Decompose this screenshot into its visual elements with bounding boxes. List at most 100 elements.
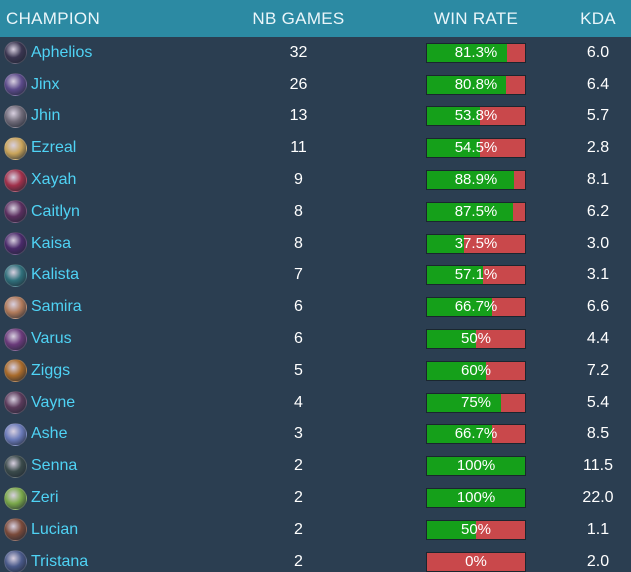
games-count: 3 bbox=[294, 425, 303, 443]
winrate-bar-fill bbox=[427, 393, 501, 412]
winrate-cell: 81.3% bbox=[387, 42, 565, 63]
winrate-label: 75% bbox=[460, 393, 492, 411]
champion-name[interactable]: Xayah bbox=[31, 171, 77, 189]
column-header-winrate[interactable]: WIN RATE bbox=[433, 8, 519, 28]
champion-cell: Aphelios bbox=[0, 41, 210, 65]
champion-name[interactable]: Aphelios bbox=[31, 43, 93, 61]
table-row[interactable]: Aphelios 32 81.3% 6.0 bbox=[0, 37, 631, 69]
champion-cell: Zeri bbox=[0, 486, 210, 510]
winrate-bar: 54.5% bbox=[426, 138, 526, 159]
winrate-label: 50% bbox=[460, 330, 492, 348]
champion-name[interactable]: Zeri bbox=[31, 489, 59, 507]
champion-name[interactable]: Tristana bbox=[31, 552, 89, 570]
table-row[interactable]: Caitlyn 8 87.5% 6.2 bbox=[0, 196, 631, 228]
winrate-cell: 50% bbox=[387, 329, 565, 350]
winrate-bar-fill bbox=[427, 520, 476, 539]
table-row[interactable]: Zeri 2 100% 22.0 bbox=[0, 482, 631, 514]
games-count: 2 bbox=[294, 489, 303, 507]
winrate-bar: 37.5% bbox=[426, 233, 526, 254]
table-row[interactable]: Vayne 4 75% 5.4 bbox=[0, 387, 631, 419]
winrate-bar: 80.8% bbox=[426, 74, 526, 95]
champion-name[interactable]: Samira bbox=[31, 298, 82, 316]
champion-cell: Samira bbox=[0, 295, 210, 319]
kda-value: 5.7 bbox=[586, 107, 610, 125]
winrate-label: 54.5% bbox=[454, 139, 498, 157]
table-row[interactable]: Samira 6 66.7% 6.6 bbox=[0, 291, 631, 323]
champion-cell: Ashe bbox=[0, 422, 210, 446]
table-row[interactable]: Tristana 2 0% 2.0 bbox=[0, 546, 631, 572]
games-count: 9 bbox=[294, 171, 303, 189]
winrate-bar-fill bbox=[427, 75, 507, 94]
games-count: 4 bbox=[294, 393, 303, 411]
column-header-kda[interactable]: KDA bbox=[580, 8, 616, 28]
champion-name[interactable]: Varus bbox=[31, 330, 72, 348]
champion-name[interactable]: Jhin bbox=[31, 107, 61, 125]
table-row[interactable]: Xayah 9 88.9% 8.1 bbox=[0, 164, 631, 196]
champion-cell: Jhin bbox=[0, 104, 210, 128]
champion-name[interactable]: Kalista bbox=[31, 266, 80, 284]
winrate-label: 100% bbox=[456, 457, 496, 475]
champion-name[interactable]: Caitlyn bbox=[31, 202, 80, 220]
winrate-cell: 66.7% bbox=[387, 297, 565, 318]
table-row[interactable]: Varus 6 50% 4.4 bbox=[0, 323, 631, 355]
table-row[interactable]: Jhin 13 53.8% 5.7 bbox=[0, 101, 631, 133]
zeri-portrait-icon bbox=[4, 486, 27, 510]
games-count: 13 bbox=[289, 107, 308, 125]
champion-cell: Varus bbox=[0, 327, 210, 351]
table-row[interactable]: Kalista 7 57.1% 3.1 bbox=[0, 260, 631, 292]
table-body: Aphelios 32 81.3% 6.0 Jinx 26 80.8% 6.4 … bbox=[0, 37, 631, 572]
winrate-cell: 87.5% bbox=[387, 201, 565, 222]
winrate-bar: 66.7% bbox=[426, 297, 526, 318]
winrate-cell: 54.5% bbox=[387, 138, 565, 159]
column-header-games[interactable]: NB GAMES bbox=[252, 8, 345, 28]
champion-name[interactable]: Ashe bbox=[31, 425, 68, 443]
ziggs-portrait-icon bbox=[4, 359, 27, 383]
table-row[interactable]: Lucian 2 50% 1.1 bbox=[0, 514, 631, 546]
winrate-label: 0% bbox=[465, 552, 487, 570]
champion-name[interactable]: Ezreal bbox=[31, 139, 77, 157]
caitlyn-portrait-icon bbox=[4, 200, 27, 224]
kda-value: 2.0 bbox=[586, 552, 610, 570]
champion-cell: Vayne bbox=[0, 391, 210, 415]
kaisa-portrait-icon bbox=[4, 232, 27, 256]
ashe-portrait-icon bbox=[4, 422, 27, 446]
winrate-label: 87.5% bbox=[454, 202, 498, 220]
kda-value: 6.6 bbox=[586, 298, 610, 316]
winrate-bar: 50% bbox=[426, 519, 526, 540]
winrate-cell: 0% bbox=[387, 551, 565, 572]
champion-cell: Jinx bbox=[0, 73, 210, 97]
winrate-label: 66.7% bbox=[454, 298, 498, 316]
winrate-bar-fill bbox=[427, 489, 525, 508]
kda-value: 11.5 bbox=[583, 457, 613, 475]
table-row[interactable]: Ziggs 5 60% 7.2 bbox=[0, 355, 631, 387]
winrate-cell: 66.7% bbox=[387, 424, 565, 445]
winrate-label: 53.8% bbox=[454, 107, 498, 125]
table-row[interactable]: Senna 2 100% 11.5 bbox=[0, 450, 631, 482]
winrate-cell: 57.1% bbox=[387, 265, 565, 286]
tristana-portrait-icon bbox=[4, 550, 27, 572]
champion-name[interactable]: Jinx bbox=[31, 75, 60, 93]
winrate-bar: 53.8% bbox=[426, 106, 526, 127]
winrate-cell: 37.5% bbox=[387, 233, 565, 254]
champion-name[interactable]: Senna bbox=[31, 457, 78, 475]
kda-value: 22.0 bbox=[582, 489, 614, 507]
winrate-label: 37.5% bbox=[454, 234, 498, 252]
winrate-label: 88.9% bbox=[454, 171, 498, 189]
winrate-cell: 80.8% bbox=[387, 74, 565, 95]
champion-name[interactable]: Ziggs bbox=[31, 361, 71, 379]
champion-name[interactable]: Lucian bbox=[31, 520, 79, 538]
champion-cell: Kaisa bbox=[0, 232, 210, 256]
champion-name[interactable]: Kaisa bbox=[31, 234, 72, 252]
table-row[interactable]: Ashe 3 66.7% 8.5 bbox=[0, 419, 631, 451]
winrate-bar-fill bbox=[427, 457, 525, 476]
table-row[interactable]: Kaisa 8 37.5% 3.0 bbox=[0, 228, 631, 260]
winrate-cell: 100% bbox=[387, 456, 565, 477]
winrate-bar: 100% bbox=[426, 456, 526, 477]
champion-name[interactable]: Vayne bbox=[31, 393, 76, 411]
winrate-bar: 87.5% bbox=[426, 201, 526, 222]
winrate-bar-fill bbox=[427, 107, 480, 126]
column-header-champion[interactable]: CHAMPION bbox=[6, 8, 101, 28]
table-row[interactable]: Ezreal 11 54.5% 2.8 bbox=[0, 132, 631, 164]
vayne-portrait-icon bbox=[4, 391, 27, 415]
table-row[interactable]: Jinx 26 80.8% 6.4 bbox=[0, 69, 631, 101]
